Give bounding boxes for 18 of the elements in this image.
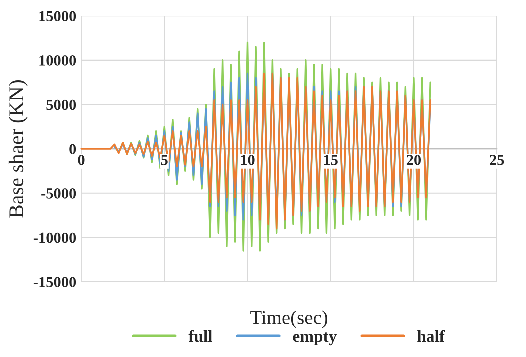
y-axis-title: Base shaer (KN) <box>8 80 28 218</box>
x-tick-label: 10 <box>241 155 255 166</box>
y-tick-label: 15000 <box>40 11 76 22</box>
x-axis-title: Time(sec) <box>250 310 328 328</box>
y-tick-label: -5000 <box>42 188 76 199</box>
y-tick-label: -15000 <box>34 277 76 288</box>
legend-label: half <box>418 330 446 342</box>
y-tick-label: 5000 <box>46 100 76 110</box>
x-tick-label: 15 <box>324 155 338 166</box>
x-tick-label: 5 <box>161 155 168 166</box>
x-tick-label: 0 <box>78 155 85 166</box>
y-tick-label: -10000 <box>34 232 76 244</box>
y-tick-label: 10000 <box>40 56 76 66</box>
y-tick-label: 0 <box>70 144 76 154</box>
legend-label: empty <box>293 332 338 346</box>
legend-label: full <box>188 330 212 342</box>
x-tick-label: 25 <box>490 155 504 166</box>
x-tick-label: 20 <box>406 155 422 166</box>
